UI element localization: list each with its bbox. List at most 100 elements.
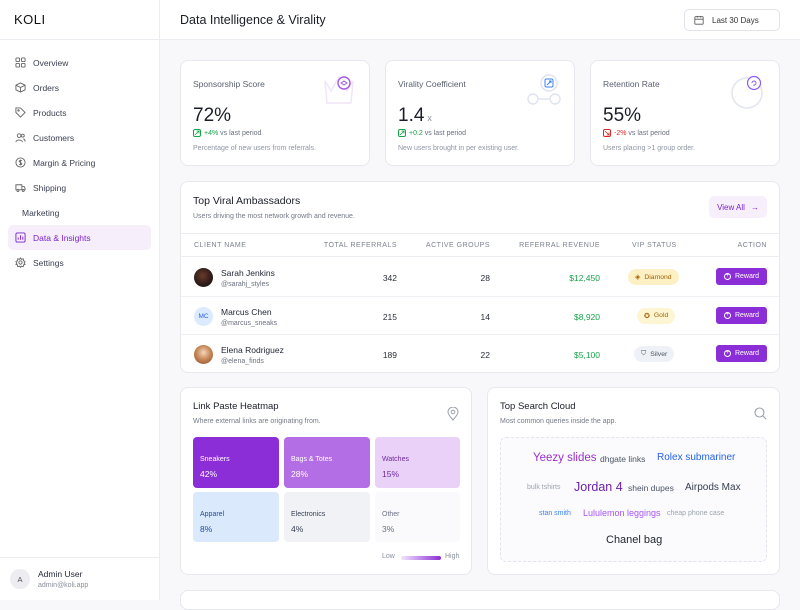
table-row[interactable]: Sarah Jenkins @sarahj_styles 342 28 $12,… <box>181 258 779 297</box>
column-header[interactable]: CLIENT NAME <box>194 242 247 249</box>
legend-low: Low <box>382 553 395 560</box>
top-bar: Data Intelligence & Virality Last 30 Day… <box>160 0 800 40</box>
sidebar-item-label: Data & Insights <box>33 232 91 243</box>
heatmap-cell-watches[interactable]: Watches 15% <box>375 437 460 488</box>
section-title: Link Paste Heatmap <box>193 401 279 412</box>
bottom-card <box>180 590 780 610</box>
page-title: Data Intelligence & Virality <box>180 13 326 27</box>
search-term[interactable]: Chanel bag <box>606 534 663 546</box>
search-term[interactable]: shein dupes <box>628 483 674 493</box>
sidebar-item-label: Shipping <box>33 182 67 193</box>
kpi-card-retention: Retention Rate 55% -2% vs last period Us… <box>590 60 780 166</box>
shield-icon: ⛉ <box>641 350 647 357</box>
kpi-value: 1.4 x <box>398 105 432 126</box>
kpi-trend: +4% vs last period <box>193 129 261 137</box>
diamond-icon: ◈ <box>635 274 641 281</box>
active-groups: 14 <box>480 311 490 322</box>
section-subtitle: Most common queries inside the app. <box>500 418 617 425</box>
reward-button[interactable]: + Reward <box>716 268 767 285</box>
search-term[interactable]: Jordan 4 <box>574 480 623 494</box>
legend-gradient <box>401 556 441 560</box>
brand-logo[interactable]: KOLI <box>0 0 159 40</box>
heatmap-cell-label: Bags & Totes <box>291 456 333 463</box>
sidebar-item-overview[interactable]: Overview <box>8 50 151 75</box>
box-icon <box>15 82 26 93</box>
sidebar-item-label: Margin & Pricing <box>33 157 96 168</box>
heatmap-cell-bags-totes[interactable]: Bags & Totes 28% <box>284 437 370 488</box>
grid-icon <box>15 57 26 68</box>
column-header[interactable]: TOTAL REFERRALS <box>323 242 397 249</box>
total-referrals: 215 <box>382 311 397 322</box>
section-title: Top Search Cloud <box>500 401 576 412</box>
search-term[interactable]: stan smith <box>539 510 571 517</box>
client-name: Marcus Chen <box>221 306 272 317</box>
kpi-value: 55% <box>603 105 642 126</box>
plus-icon: + <box>723 350 731 357</box>
search-term[interactable]: cheap phone case <box>667 510 725 517</box>
client-handle: @elena_finds <box>221 358 264 365</box>
search-term[interactable]: Yeezy slides <box>533 452 597 464</box>
vip-badge: ✪ Gold <box>637 307 676 324</box>
sidebar-item-shipping[interactable]: Shipping <box>8 175 151 200</box>
vip-badge: ◈ Diamond <box>628 269 679 285</box>
chart-icon <box>15 232 26 243</box>
column-header[interactable]: VIP STATUS <box>632 242 677 249</box>
date-range-button[interactable]: Last 30 Days <box>684 9 780 31</box>
arrow-right-icon: → <box>750 202 759 212</box>
heatmap-cell-other[interactable]: Other 3% <box>375 492 460 542</box>
kpi-title: Retention Rate <box>603 79 660 89</box>
legend-high: High <box>445 553 460 560</box>
reward-button[interactable]: + Reward <box>716 345 767 362</box>
search-term[interactable]: bulk tshirts <box>527 484 561 491</box>
sidebar-item-marketing[interactable]: Marketing <box>8 200 151 225</box>
kpi-card-virality: Virality Coefficient 1.4 x +0.2 vs last p… <box>385 60 575 166</box>
search-icon[interactable] <box>754 407 767 420</box>
kpi-card-sponsorship: Sponsorship Score 72% +4% vs last period… <box>180 60 370 166</box>
active-groups: 28 <box>480 273 490 283</box>
sidebar-item-margin-pricing[interactable]: Margin & Pricing <box>8 150 151 175</box>
table-row[interactable]: Elena Rodriguez @elena_finds 189 22 $5,1… <box>181 335 779 374</box>
table-row[interactable]: MC Marcus Chen @marcus_sneaks 215 14 $8,… <box>181 297 779 335</box>
heatmap-cell-value: 4% <box>291 524 304 534</box>
plus-icon: + <box>723 311 731 319</box>
heatmap-cell-apparel[interactable]: Apparel 8% <box>193 492 279 542</box>
view-all-button[interactable]: View All → <box>709 196 767 218</box>
kpi-trend: +0.2 vs last period <box>398 129 466 137</box>
sidebar-item-orders[interactable]: Orders <box>8 75 151 100</box>
vip-badge: ⛉ Silver <box>634 346 675 362</box>
referral-revenue: $8,920 <box>574 311 600 322</box>
kpi-value: 72% <box>193 105 232 126</box>
avatar <box>194 345 213 364</box>
kpi-description: Percentage of new users from referrals. <box>193 145 316 152</box>
sidebar-item-products[interactable]: Products <box>8 100 151 125</box>
avatar: A <box>10 569 30 589</box>
search-term[interactable]: Lululemon leggings <box>583 508 661 518</box>
column-header[interactable]: REFERRAL REVENUE <box>519 242 600 249</box>
search-term[interactable]: dhgate links <box>600 454 646 464</box>
heatmap-cell-label: Apparel <box>200 511 225 518</box>
user-email: admin@koli.app <box>38 582 89 589</box>
column-header[interactable]: ACTIVE GROUPS <box>425 242 490 249</box>
kpi-description: Users placing >1 group order. <box>603 145 696 152</box>
sidebar-item-customers[interactable]: Customers <box>8 125 151 150</box>
users-icon <box>15 133 26 143</box>
avatar: MC <box>194 306 213 326</box>
heatmap-cell-electronics[interactable]: Electronics 4% <box>284 492 370 542</box>
dollar-icon <box>15 157 26 168</box>
crown-icon <box>324 75 354 104</box>
sidebar-item-data-insights[interactable]: Data & Insights <box>8 225 151 250</box>
heatmap-cell-sneakers[interactable]: Sneakers 42% <box>193 437 279 488</box>
heatmap-card: Link Paste Heatmap Where external links … <box>180 387 472 575</box>
sidebar-item-settings[interactable]: Settings <box>8 250 151 275</box>
gear-icon <box>15 257 26 268</box>
reward-button[interactable]: + Reward <box>716 306 767 324</box>
retention-ring-icon <box>731 75 763 109</box>
kpi-title: Sponsorship Score <box>193 79 265 89</box>
calendar-icon <box>694 15 704 25</box>
sidebar-item-label: Overview <box>33 57 69 68</box>
search-term[interactable]: Airpods Max <box>685 482 741 493</box>
search-term[interactable]: Rolex submariner <box>657 452 736 463</box>
heatmap-cell-label: Electronics <box>291 511 326 518</box>
user-profile[interactable]: A Admin User admin@koli.app <box>0 557 160 600</box>
column-header[interactable]: ACTION <box>737 242 767 249</box>
